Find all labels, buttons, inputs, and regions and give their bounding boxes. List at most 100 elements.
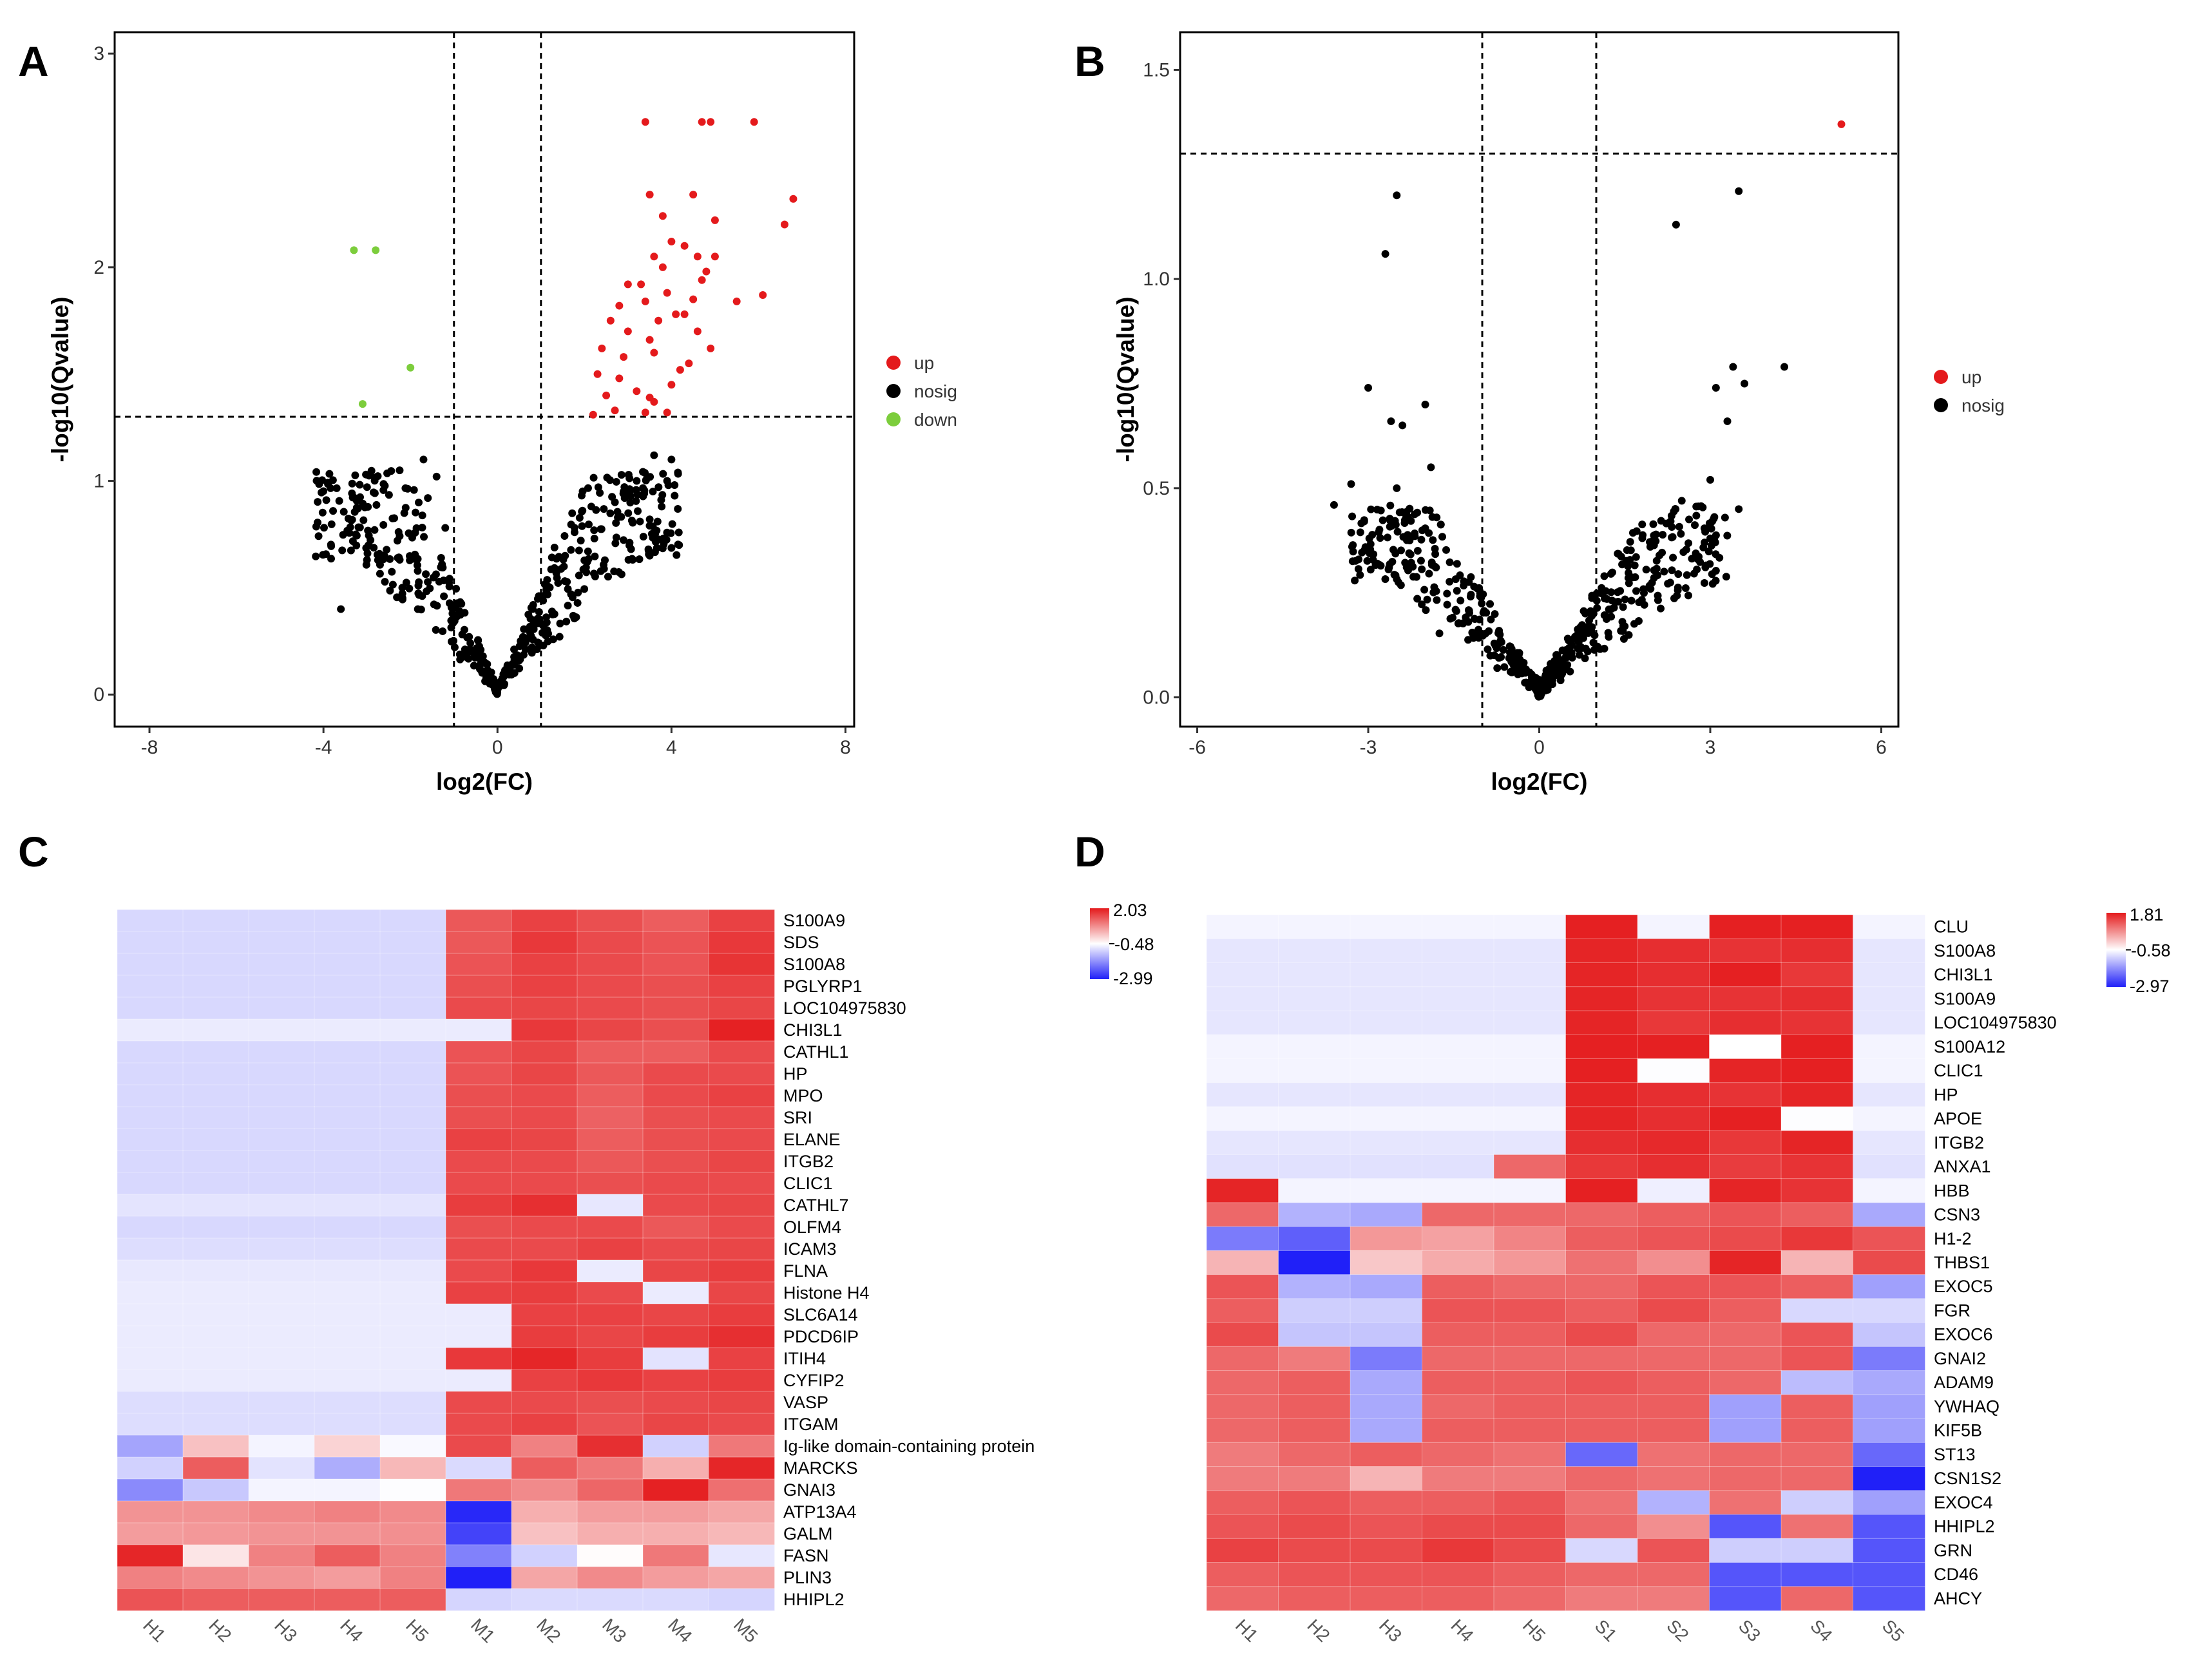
heatmap-cell: [708, 1456, 775, 1480]
point-nosig: [528, 635, 536, 643]
row-label: FASN: [783, 1546, 829, 1565]
x-tick-label: -4: [315, 737, 332, 758]
heatmap-cell: [1709, 1586, 1782, 1611]
heatmap-cell: [1709, 1226, 1782, 1252]
heatmap-cell: [182, 1588, 249, 1611]
heatmap-cell: [379, 1478, 446, 1502]
row-label: ADAM9: [1934, 1373, 1994, 1392]
panel-label: B: [1074, 37, 1105, 85]
point-nosig: [555, 553, 563, 561]
heatmap-cell: [314, 1062, 381, 1085]
point-nosig: [560, 562, 568, 571]
point-nosig: [379, 520, 388, 529]
point-nosig: [348, 515, 356, 524]
point-nosig: [1393, 575, 1401, 584]
point-nosig: [1484, 645, 1492, 653]
point-nosig: [1487, 615, 1495, 624]
point-nosig: [1479, 609, 1487, 617]
heatmap-cell: [117, 1194, 184, 1217]
heatmap-cell: [379, 1172, 446, 1195]
heatmap-cell: [248, 1456, 315, 1480]
heatmap-cell: [708, 1544, 775, 1567]
heatmap-cell: [511, 1435, 578, 1458]
point-nosig: [1366, 545, 1375, 553]
heatmap-cell: [445, 1500, 512, 1523]
heatmap-cell: [511, 909, 578, 932]
point-nosig: [339, 508, 348, 516]
heatmap-cell: [117, 953, 184, 976]
point-nosig: [1701, 539, 1709, 547]
point-nosig: [504, 667, 513, 676]
heatmap-cell: [1422, 1130, 1494, 1156]
heatmap-cell: [1637, 914, 1710, 940]
heatmap-cell: [511, 931, 578, 954]
point-nosig: [612, 533, 620, 542]
point-nosig: [347, 546, 355, 555]
heatmap-cell: [1565, 938, 1638, 964]
heatmap-cell: [577, 997, 644, 1020]
point-nosig: [1585, 616, 1593, 625]
heatmap-cell: [1350, 1298, 1423, 1324]
heatmap-cell: [1637, 938, 1710, 964]
heatmap-cell: [248, 1391, 315, 1414]
heatmap-cell: [117, 1150, 184, 1173]
point-nosig: [1721, 513, 1729, 522]
point-nosig: [351, 471, 359, 479]
heatmap-cell: [1422, 1178, 1494, 1203]
point-nosig: [1411, 530, 1419, 538]
heatmap-cell: [511, 1237, 578, 1261]
heatmap-cell: [248, 1435, 315, 1458]
point-nosig: [604, 573, 612, 581]
heatmap-cell: [117, 1325, 184, 1348]
y-tick-label: 0.5: [1143, 478, 1170, 499]
point-nosig: [456, 655, 464, 663]
heatmap-cell: [1493, 1250, 1567, 1275]
point-nosig: [640, 486, 649, 495]
heatmap-cell: [1493, 1034, 1567, 1060]
point-nosig: [1601, 595, 1609, 603]
heatmap-cell: [1422, 1274, 1494, 1299]
point-nosig: [1486, 600, 1494, 608]
colorbar-min-label: -2.97: [2130, 977, 2170, 996]
heatmap-cell: [1350, 1442, 1423, 1467]
heatmap-cell: [1493, 1322, 1567, 1348]
point-nosig: [1500, 663, 1509, 671]
heatmap-cell: [511, 975, 578, 998]
heatmap-cell: [445, 1588, 512, 1611]
heatmap-cell: [1780, 1298, 1854, 1324]
heatmap-cell: [642, 997, 709, 1020]
heatmap-cell: [577, 1194, 644, 1217]
point-nosig: [1634, 616, 1643, 625]
heatmap-cell: [1278, 1154, 1351, 1179]
column-label: H1: [1232, 1616, 1262, 1646]
point-nosig: [1398, 421, 1407, 430]
heatmap-cell: [1853, 1058, 1925, 1083]
heatmap-cell: [314, 1172, 381, 1195]
heatmap-cell: [1278, 1418, 1351, 1444]
point-nosig: [414, 499, 423, 507]
heatmap-cell: [1780, 1466, 1854, 1491]
heatmap-cell: [182, 1347, 249, 1370]
point-nosig: [432, 472, 441, 481]
heatmap-cell: [445, 1106, 512, 1129]
point-nosig: [1427, 463, 1435, 472]
heatmap-cell: [117, 1369, 184, 1392]
legend-marker-down: [886, 412, 901, 426]
point-nosig: [1389, 546, 1397, 554]
heatmap-cell: [314, 1040, 381, 1064]
heatmap-cell: [642, 1281, 709, 1304]
heatmap-cell: [642, 1369, 709, 1392]
heatmap-cell: [445, 953, 512, 976]
point-nosig: [578, 522, 586, 530]
heatmap-cell: [445, 1172, 512, 1195]
heatmap-cell: [182, 1369, 249, 1392]
point-nosig: [627, 517, 636, 525]
heatmap-cell: [1780, 1082, 1854, 1107]
heatmap-cell: [1350, 1010, 1423, 1036]
heatmap-cell: [117, 975, 184, 998]
point-nosig: [1674, 584, 1682, 592]
heatmap-cell: [1780, 1154, 1854, 1179]
point-nosig: [567, 590, 575, 598]
point-nosig: [1587, 607, 1595, 615]
point-nosig: [332, 484, 341, 492]
